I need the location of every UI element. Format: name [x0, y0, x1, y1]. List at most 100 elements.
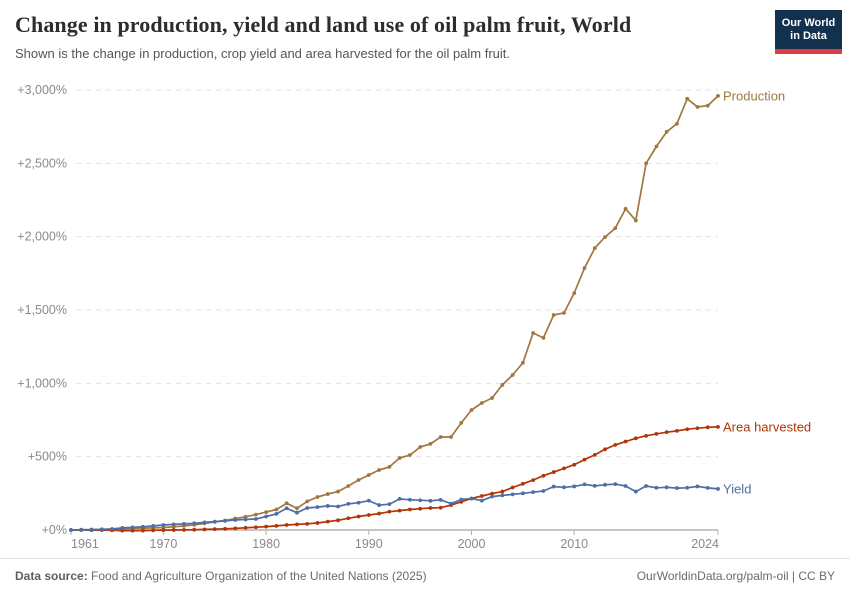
- owid-logo-accent-bar: [775, 49, 842, 54]
- chart-header: Change in production, yield and land use…: [15, 12, 730, 61]
- owid-logo-box: Our World in Data: [775, 10, 842, 49]
- series-marker-yield: [151, 523, 156, 528]
- series-line-area-harvested[interactable]: [70, 426, 719, 532]
- series-marker-area-harvested: [325, 519, 330, 524]
- series-marker-yield: [223, 519, 227, 523]
- series-marker-area-harvested: [305, 521, 310, 526]
- page-title: Change in production, yield and land use…: [15, 12, 632, 37]
- y-tick-label: +1,500%: [17, 303, 67, 317]
- series-marker-production: [520, 360, 525, 365]
- y-tick-label: +3,000%: [17, 83, 67, 97]
- series-marker-production: [685, 96, 690, 101]
- series-marker-area-harvested: [182, 527, 186, 532]
- y-tick-label: +2,500%: [17, 156, 67, 170]
- series-marker-area-harvested: [284, 523, 289, 527]
- series-marker-production: [623, 206, 628, 211]
- series-marker-production: [284, 501, 289, 506]
- series-marker-production: [716, 93, 720, 98]
- series-marker-yield: [295, 510, 299, 515]
- x-tick-label: 2010: [560, 537, 588, 551]
- series-marker-yield: [336, 504, 340, 509]
- series-marker-area-harvested: [572, 462, 577, 467]
- series-marker-yield: [408, 497, 412, 502]
- series-marker-production: [346, 484, 351, 488]
- series-marker-yield: [500, 493, 505, 498]
- series-marker-area-harvested: [264, 524, 269, 529]
- series-marker-production: [705, 103, 710, 108]
- credit-link[interactable]: OurWorldinData.org/palm-oil | CC BY: [636, 569, 835, 583]
- series-marker-yield: [675, 486, 679, 490]
- series-marker-production: [264, 510, 269, 515]
- owid-logo-line2: in Data: [790, 30, 827, 42]
- data-source-text: Food and Agriculture Organization of the…: [87, 569, 427, 583]
- series-marker-production: [325, 492, 330, 496]
- series-marker-production: [366, 473, 371, 477]
- series-marker-yield: [89, 527, 94, 532]
- series-marker-yield: [428, 498, 433, 503]
- series-marker-yield: [490, 494, 494, 499]
- series-marker-yield: [705, 486, 710, 490]
- series-marker-yield: [685, 485, 690, 490]
- series-marker-production: [592, 246, 597, 251]
- series-marker-yield: [695, 484, 700, 489]
- series-marker-yield: [366, 498, 371, 503]
- series-marker-yield: [120, 526, 125, 530]
- series-marker-production: [500, 383, 505, 387]
- series-line-production[interactable]: [70, 95, 719, 531]
- series-marker-area-harvested: [490, 491, 494, 496]
- series-marker-area-harvested: [664, 430, 669, 435]
- series-marker-production: [654, 144, 659, 149]
- series-marker-production: [603, 235, 607, 240]
- owid-logo[interactable]: Our World in Data: [775, 10, 842, 54]
- series-marker-yield: [233, 518, 238, 522]
- chart-footer: Data source: Food and Agriculture Organi…: [0, 558, 850, 583]
- series-marker-area-harvested: [582, 457, 587, 462]
- y-tick-label: +0%: [42, 523, 67, 537]
- series-marker-area-harvested: [243, 525, 248, 530]
- series-marker-area-harvested: [366, 513, 371, 517]
- series-marker-yield: [274, 511, 279, 516]
- series-marker-area-harvested: [623, 439, 628, 444]
- series-label-yield[interactable]: Yield: [723, 481, 751, 496]
- series-marker-yield: [264, 514, 269, 519]
- series-marker-yield: [130, 525, 135, 530]
- series-marker-production: [336, 489, 340, 494]
- series-label-area-harvested[interactable]: Area harvested: [723, 419, 811, 434]
- series-marker-yield: [438, 498, 443, 502]
- series-marker-yield: [79, 527, 84, 532]
- series-marker-production: [356, 478, 361, 482]
- series-marker-yield: [110, 527, 114, 531]
- series-marker-yield: [284, 506, 289, 511]
- series-marker-yield: [99, 527, 104, 532]
- series-marker-production: [315, 495, 320, 499]
- owid-logo-line1: Our World: [781, 17, 836, 29]
- series-marker-yield: [69, 528, 73, 532]
- series-marker-area-harvested: [120, 528, 125, 533]
- series-marker-production: [562, 311, 566, 315]
- series-marker-area-harvested: [705, 425, 710, 430]
- series-marker-yield: [623, 484, 628, 488]
- series-marker-area-harvested: [613, 443, 618, 447]
- series-marker-production: [418, 445, 423, 449]
- series-marker-production: [510, 373, 515, 377]
- series-marker-area-harvested: [510, 485, 515, 490]
- series-marker-area-harvested: [202, 527, 207, 532]
- series-marker-yield: [192, 521, 197, 526]
- series-label-production[interactable]: Production: [723, 88, 785, 103]
- series-marker-production: [572, 291, 577, 296]
- series-marker-production: [408, 453, 412, 457]
- series-marker-area-harvested: [356, 514, 361, 519]
- series-marker-yield: [551, 484, 556, 489]
- series-marker-production: [675, 121, 679, 126]
- series-marker-area-harvested: [233, 526, 238, 531]
- series-marker-production: [695, 104, 700, 109]
- series-marker-area-harvested: [315, 521, 320, 525]
- series-marker-production: [582, 266, 587, 270]
- series-marker-production: [541, 335, 546, 340]
- series-marker-area-harvested: [295, 522, 299, 527]
- series-line-yield[interactable]: [70, 483, 719, 531]
- series-marker-area-harvested: [171, 528, 176, 532]
- series-marker-yield: [243, 517, 248, 522]
